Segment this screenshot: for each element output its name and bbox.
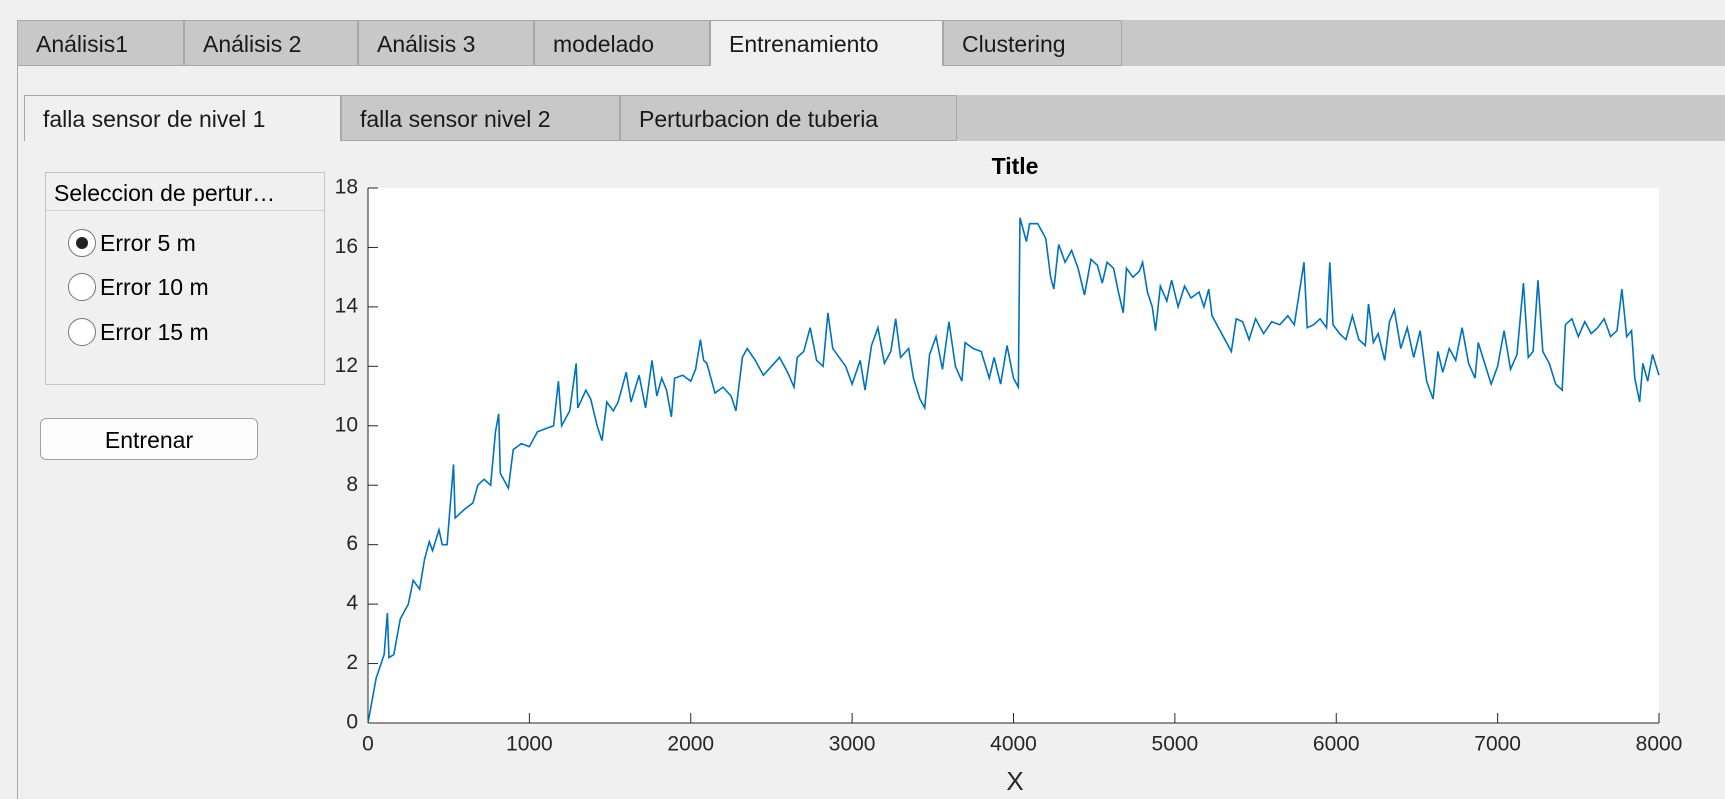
data-line bbox=[367, 217, 1660, 724]
y-tick-label: 8 bbox=[346, 473, 358, 496]
y-tick-label: 14 bbox=[335, 294, 359, 317]
radio-label: Error 10 m bbox=[100, 273, 209, 300]
y-tick-label: 18 bbox=[335, 176, 358, 199]
panel-title: Seleccion de pertur… bbox=[46, 173, 324, 211]
y-tick-label: 6 bbox=[346, 532, 358, 555]
x-tick-label: 3000 bbox=[829, 733, 876, 756]
tab[interactable]: Análisis1 bbox=[17, 20, 184, 66]
y-tick-label: 4 bbox=[346, 592, 358, 615]
x-axis-label: X bbox=[1006, 766, 1023, 796]
y-tick-label: 16 bbox=[335, 235, 358, 258]
subtab[interactable]: falla sensor nivel 2 bbox=[341, 95, 620, 141]
chart-title: Title bbox=[992, 153, 1039, 179]
subtab[interactable]: falla sensor de nivel 1 bbox=[24, 95, 341, 141]
plot-area bbox=[368, 188, 1659, 723]
subtab[interactable]: Perturbacion de tuberia bbox=[620, 95, 957, 141]
x-tick-label: 0 bbox=[362, 733, 374, 756]
tab[interactable]: Clustering bbox=[943, 20, 1122, 66]
tab[interactable]: modelado bbox=[534, 20, 710, 66]
tab[interactable]: Análisis 3 bbox=[358, 20, 534, 66]
train-button[interactable]: Entrenar bbox=[40, 418, 258, 460]
tab[interactable]: Análisis 2 bbox=[184, 20, 358, 66]
radio-option[interactable]: Error 5 m bbox=[68, 229, 196, 257]
x-tick-label: 8000 bbox=[1636, 733, 1683, 756]
x-tick-label: 1000 bbox=[506, 733, 553, 756]
x-tick-label: 4000 bbox=[990, 733, 1037, 756]
y-tick-label: 12 bbox=[335, 354, 358, 377]
y-tick-label: 0 bbox=[346, 711, 358, 734]
x-tick-label: 2000 bbox=[667, 733, 714, 756]
x-tick-label: 6000 bbox=[1313, 733, 1360, 756]
radio-option[interactable]: Error 15 m bbox=[68, 318, 209, 346]
y-tick-label: 2 bbox=[346, 651, 358, 674]
radio[interactable] bbox=[68, 229, 96, 257]
radio-label: Error 15 m bbox=[100, 318, 209, 345]
radio[interactable] bbox=[68, 273, 96, 301]
radio[interactable] bbox=[68, 318, 96, 346]
x-tick-label: 5000 bbox=[1152, 733, 1199, 756]
x-tick-label: 7000 bbox=[1474, 733, 1521, 756]
radio-option[interactable]: Error 10 m bbox=[68, 273, 209, 301]
radio-label: Error 5 m bbox=[100, 229, 196, 256]
y-tick-label: 10 bbox=[335, 413, 358, 436]
tab[interactable]: Entrenamiento bbox=[710, 20, 943, 66]
option-panel bbox=[45, 172, 325, 385]
